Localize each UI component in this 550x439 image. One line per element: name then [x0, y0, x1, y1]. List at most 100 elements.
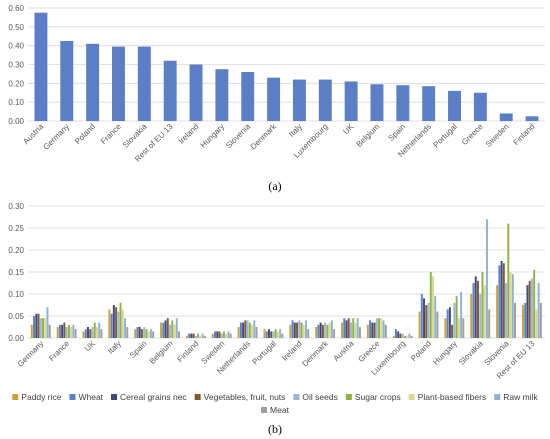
bar — [425, 305, 428, 338]
bar — [89, 329, 92, 338]
bar — [341, 322, 343, 338]
bar — [345, 320, 348, 338]
bar — [479, 294, 482, 338]
bar — [251, 324, 254, 338]
bar — [216, 331, 219, 338]
bar — [505, 283, 508, 338]
bar — [48, 324, 51, 338]
x-tick-label: France — [47, 339, 71, 363]
legend-label: Raw milk — [503, 392, 538, 402]
bar — [267, 329, 270, 338]
bar — [296, 322, 299, 338]
bar — [375, 318, 378, 338]
y-tick-label: 0.30 — [8, 61, 24, 70]
x-tick-label: Spain — [386, 122, 407, 143]
legend-label: Oil seeds — [302, 392, 337, 402]
bar — [192, 333, 195, 338]
bar — [406, 335, 409, 338]
bar — [108, 309, 111, 338]
legend-swatch — [261, 407, 268, 413]
bar — [117, 311, 120, 338]
bar — [500, 261, 503, 338]
bar — [343, 318, 346, 338]
bar — [274, 329, 277, 338]
x-tick-label: Portugal — [251, 339, 279, 367]
bar — [319, 322, 322, 338]
bar — [444, 318, 447, 338]
bar — [530, 278, 533, 338]
bar — [537, 283, 540, 338]
bar — [189, 64, 203, 121]
x-tick-label: Italy — [287, 122, 304, 139]
bar — [455, 296, 458, 338]
bar — [166, 318, 169, 338]
bar — [394, 329, 397, 338]
y-tick-label: 0.05 — [8, 312, 24, 321]
bar — [241, 72, 255, 121]
bar — [61, 324, 64, 338]
bar — [401, 333, 404, 338]
bar — [324, 322, 327, 338]
bar — [197, 333, 200, 338]
legend-label: Paddy rice — [21, 392, 61, 402]
bar — [199, 335, 202, 338]
bar — [248, 322, 251, 338]
bar — [185, 335, 188, 338]
bar — [37, 313, 40, 338]
legend-label: Plant-based fibers — [418, 392, 487, 402]
bar — [42, 318, 44, 338]
bar — [333, 329, 336, 338]
legend-swatch — [111, 394, 118, 400]
bar — [378, 318, 381, 338]
bar — [477, 280, 479, 338]
x-tick-label: Hungary — [199, 122, 227, 150]
bar — [218, 331, 221, 338]
bar — [242, 322, 245, 338]
bar — [220, 333, 223, 338]
bar — [318, 79, 332, 121]
x-tick-label: Slovakia — [457, 339, 485, 367]
bar — [507, 223, 510, 338]
bar — [524, 302, 527, 338]
bar — [300, 322, 303, 338]
bar — [215, 69, 229, 121]
bar — [136, 327, 139, 338]
bar — [344, 81, 358, 121]
bar — [483, 285, 486, 338]
x-tick-label: Poland — [73, 122, 97, 146]
bar — [408, 333, 411, 338]
bar — [140, 329, 143, 338]
bar — [74, 329, 77, 338]
bar — [263, 329, 266, 338]
x-tick-label: Poland — [409, 339, 433, 363]
legend-label: Cereal grains nec — [120, 392, 187, 402]
bar — [397, 331, 400, 338]
bar — [84, 329, 87, 338]
bar — [149, 329, 152, 338]
bar — [429, 272, 432, 338]
bar — [222, 331, 225, 338]
bar — [384, 324, 387, 338]
panel-b-chart: 0.00 0.05 0.10 0.15 0.20 0.25 0.30 Germany Franc… — [8, 202, 545, 381]
bar — [423, 298, 426, 338]
bar — [126, 327, 129, 338]
bar — [246, 320, 249, 338]
y-tick-label: 0.20 — [8, 79, 24, 88]
y-tick-label: 0.10 — [8, 98, 24, 107]
bar — [533, 269, 536, 338]
y-tick-label: 0.10 — [8, 290, 24, 299]
bar — [315, 327, 318, 338]
legend-swatch — [69, 394, 76, 400]
bar — [352, 318, 355, 338]
bar — [481, 272, 484, 338]
bar — [448, 90, 461, 121]
bar — [514, 302, 517, 338]
bar — [190, 333, 193, 338]
bar — [137, 46, 151, 121]
bar — [472, 283, 475, 338]
bar — [171, 320, 174, 338]
bar — [276, 331, 279, 338]
bar — [473, 92, 487, 121]
legend-label: Meat — [270, 405, 290, 415]
x-tick-label: Denmark — [300, 338, 330, 368]
